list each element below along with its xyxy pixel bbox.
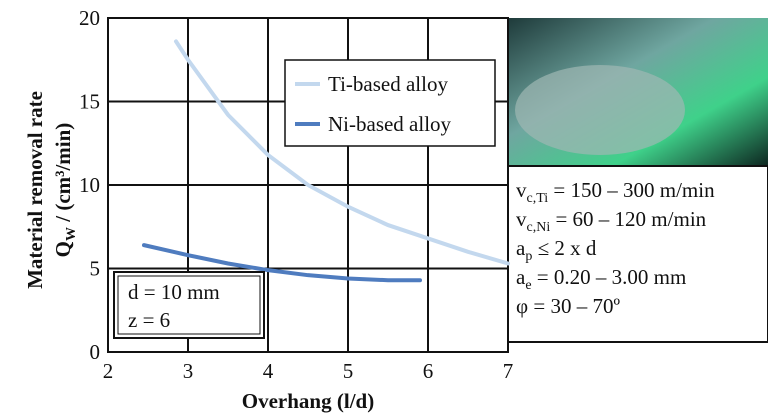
y-axis-label: Material removal rate [23, 91, 47, 289]
x-tick-label: 3 [183, 359, 194, 383]
x-axis-label: Overhang (l/d) [242, 389, 374, 413]
x-tick-label: 2 [103, 359, 114, 383]
cutting-param: ae = 0.20 – 3.00 mm [516, 265, 686, 293]
legend-label: Ni-based alloy [328, 112, 452, 136]
x-tick-label: 7 [503, 359, 514, 383]
y-tick-label: 10 [79, 173, 100, 197]
x-tick-label: 6 [423, 359, 434, 383]
x-tick-label: 4 [263, 359, 274, 383]
photo-wheel [515, 65, 685, 155]
x-tick-label: 5 [343, 359, 354, 383]
tool-param: z = 6 [128, 308, 170, 332]
tool-param: d = 10 mm [128, 280, 220, 304]
y-axis-label: QW / (cm³/min) [51, 123, 79, 258]
y-tick-label: 5 [90, 257, 101, 281]
y-tick-label: 0 [90, 340, 101, 364]
y-tick-label: 15 [79, 90, 100, 114]
cutting-param: φ = 30 – 70º [516, 294, 620, 318]
y-tick-label: 20 [79, 6, 100, 30]
legend-label: Ti-based alloy [328, 72, 448, 96]
chart: Material removal rate QW / (cm³/min) Ove… [0, 0, 768, 414]
